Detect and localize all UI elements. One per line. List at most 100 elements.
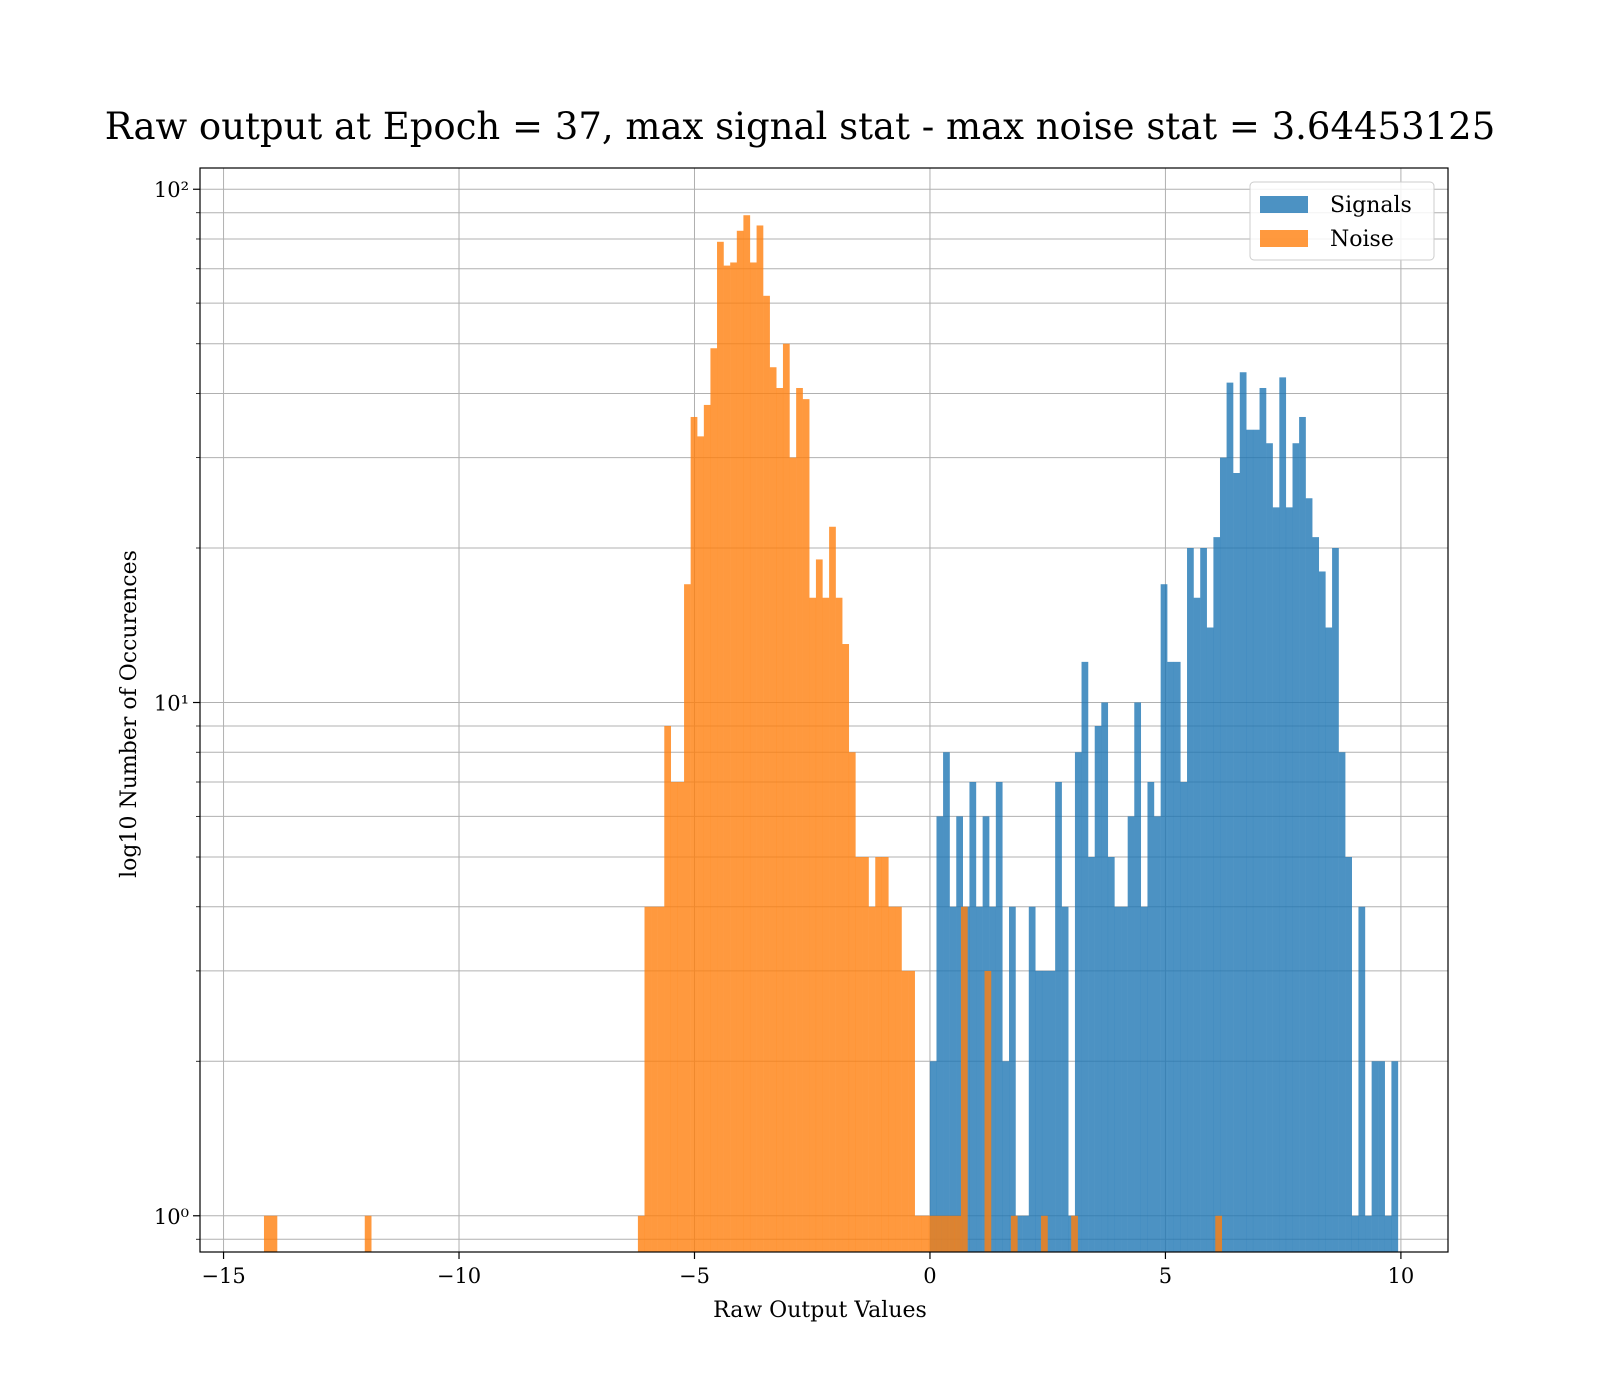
- x-tick-label: −10: [437, 1264, 481, 1288]
- histogram-bar: [1213, 537, 1221, 1252]
- histogram-bar: [1378, 1061, 1385, 1252]
- histogram-bar: [949, 906, 957, 1252]
- histogram-bar: [1094, 725, 1102, 1252]
- histogram-bar: [1002, 1061, 1010, 1252]
- histogram-bar: [802, 399, 810, 1252]
- histogram-bar: [1279, 377, 1287, 1252]
- histogram-bar: [1180, 782, 1188, 1252]
- histogram-bar: [947, 1215, 955, 1252]
- histogram-bar: [1219, 457, 1227, 1252]
- histogram-bar: [1015, 1215, 1023, 1252]
- histogram-bar: [976, 906, 983, 1252]
- legend-label-noise: Noise: [1330, 227, 1394, 252]
- legend-label-signals: Signals: [1330, 193, 1412, 218]
- x-tick-label: 0: [923, 1264, 936, 1288]
- histogram-bar: [270, 1215, 278, 1252]
- histogram-bar: [1391, 1061, 1399, 1252]
- histogram-bar: [954, 1215, 962, 1252]
- histogram-bar: [829, 526, 836, 1252]
- histogram-bar: [670, 782, 678, 1252]
- histogram-bar: [921, 1215, 929, 1252]
- x-axis-label: Raw Output Values: [713, 1298, 927, 1323]
- histogram-bar: [664, 725, 672, 1252]
- histogram-bar: [1345, 857, 1352, 1252]
- histogram-bar: [842, 644, 850, 1252]
- histogram-bar: [1259, 387, 1267, 1252]
- histogram-bar: [776, 387, 784, 1252]
- histogram-bar: [1299, 416, 1306, 1252]
- histogram-bar: [1107, 857, 1115, 1252]
- histogram-bar: [928, 1215, 935, 1252]
- series-noise: [263, 215, 1223, 1253]
- histogram-bar: [1292, 443, 1300, 1253]
- histogram-bar: [848, 752, 856, 1252]
- histogram-bar: [941, 1215, 948, 1252]
- histogram-bar: [263, 1215, 271, 1252]
- histogram-bar: [743, 215, 751, 1252]
- series-signals: [929, 372, 1399, 1253]
- histogram-bar: [703, 404, 711, 1252]
- plot-frame: [199, 167, 1449, 1253]
- histogram-bar: [1325, 627, 1333, 1252]
- histogram-bar: [1160, 584, 1168, 1252]
- histogram-bar: [769, 367, 777, 1252]
- histogram-bar: [1305, 498, 1313, 1252]
- histogram-bar: [1041, 970, 1049, 1252]
- histogram-bar: [901, 970, 909, 1252]
- histogram-bar: [637, 1215, 645, 1252]
- histogram-bar: [1285, 507, 1293, 1252]
- histogram-bar: [730, 262, 737, 1253]
- histogram-bar: [723, 265, 731, 1252]
- histogram-bar: [1206, 627, 1214, 1252]
- histogram-bar: [936, 816, 944, 1252]
- y-tick-label: 10¹: [154, 692, 189, 716]
- histogram-bar: [1028, 906, 1036, 1252]
- histogram-bar: [1035, 970, 1043, 1252]
- histogram-bar: [1147, 782, 1155, 1252]
- histogram-bar: [984, 970, 992, 1252]
- histogram-bar: [989, 906, 996, 1252]
- histogram-bar: [934, 1215, 942, 1252]
- histogram-bar: [815, 559, 823, 1252]
- histogram-bar: [756, 225, 764, 1253]
- histogram-bar: [1266, 443, 1273, 1253]
- histogram-bar: [1081, 661, 1089, 1252]
- y-tick-label: 10²: [154, 178, 189, 202]
- histogram-bar: [895, 906, 902, 1252]
- histogram-bar: [1048, 970, 1056, 1252]
- histogram-bar: [1173, 661, 1181, 1252]
- histogram-bar: [782, 343, 790, 1253]
- histogram-bar: [1246, 429, 1254, 1253]
- histogram-bar: [1226, 382, 1234, 1252]
- histogram-bar: [835, 597, 843, 1252]
- histogram-bar: [862, 857, 869, 1252]
- histogram-bar: [888, 906, 896, 1252]
- histogram-bar: [1088, 857, 1095, 1252]
- y-axis-label: log10 Number of Occurences: [117, 550, 142, 878]
- histogram-bar: [1252, 429, 1260, 1253]
- histogram-bar: [875, 857, 882, 1252]
- histogram-bar: [644, 906, 652, 1252]
- histogram-bar: [855, 857, 863, 1252]
- histogram-bar: [995, 782, 1003, 1252]
- histogram-bar: [1140, 906, 1148, 1252]
- histogram-bar: [1318, 571, 1326, 1252]
- histogram-bar: [690, 416, 698, 1252]
- histogram-bar: [657, 906, 665, 1252]
- histogram-bar: [943, 752, 950, 1252]
- histogram-bar: [1127, 816, 1135, 1252]
- histogram-bar: [651, 906, 658, 1252]
- histogram-bar: [1233, 472, 1240, 1252]
- histogram-bar: [1041, 1215, 1048, 1252]
- histogram-bar: [1272, 507, 1280, 1252]
- histogram-bar: [677, 782, 685, 1252]
- histogram-bar: [1022, 1215, 1029, 1252]
- x-axis-ticks: −15 −10 −5 0 5 10: [201, 1252, 1414, 1288]
- histogram-bar: [809, 597, 817, 1252]
- x-tick-label: 5: [1159, 1264, 1172, 1288]
- histogram-bar: [929, 1061, 937, 1252]
- histogram-bar: [789, 457, 797, 1252]
- histogram-bar: [796, 387, 803, 1252]
- histogram-bar: [1071, 1215, 1078, 1252]
- histogram-bar: [1121, 906, 1128, 1252]
